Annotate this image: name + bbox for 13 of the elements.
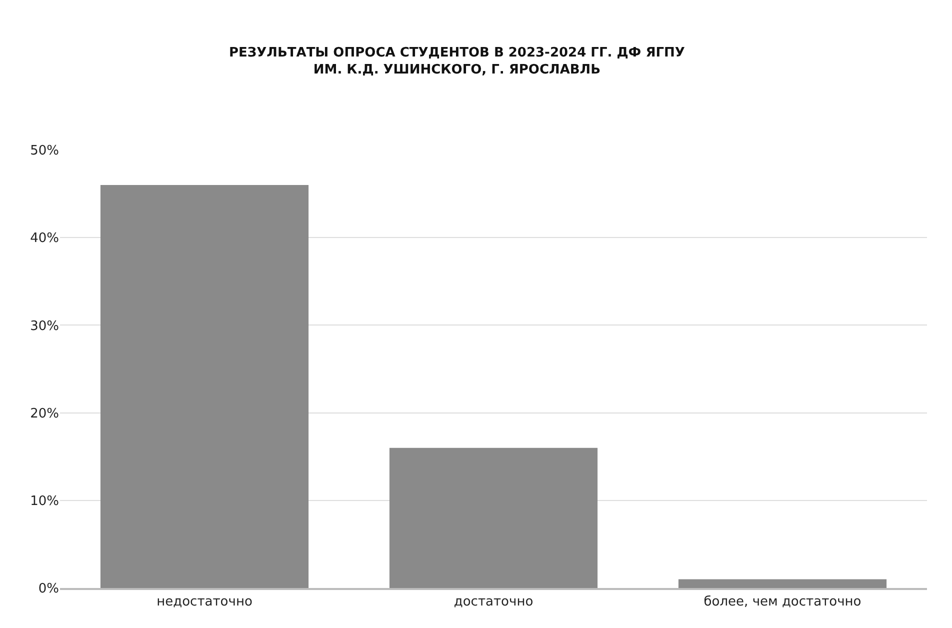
x-tick-label: недостаточно [156,594,252,610]
x-tick-label: достаточно [454,594,534,610]
y-tick-label: 40% [30,231,59,246]
y-tick-label: 0% [38,582,59,597]
y-tick-label: 20% [30,406,59,422]
y-tick-label: 10% [30,494,59,509]
y-tick-label: 50% [30,144,59,159]
bar [389,448,598,588]
chart-title: РЕЗУЛЬТАТЫ ОПРОСА СТУДЕНТОВ В 2023-2024 ГГ. ДФ ЯГПУ ИМ. К.Д. УШИНСКОГО, Г. ЯРОСЛАВЛЬ [229,46,685,78]
x-tick-label: более, чем достаточно [704,594,862,610]
bar [678,579,887,588]
bar [100,185,309,588]
y-tick-label: 30% [30,318,59,334]
